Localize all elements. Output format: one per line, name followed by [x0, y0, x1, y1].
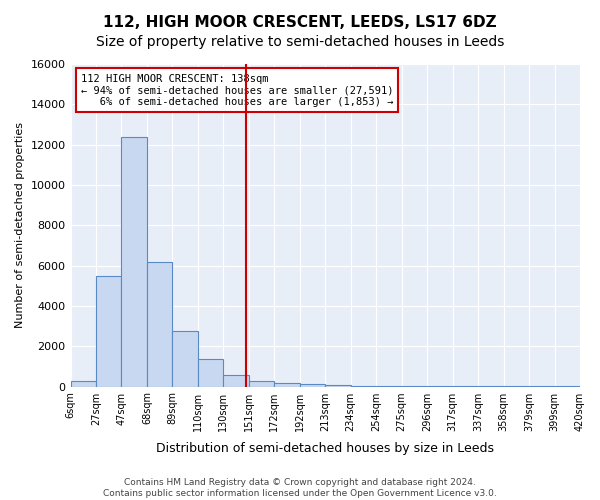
- Y-axis label: Number of semi-detached properties: Number of semi-detached properties: [15, 122, 25, 328]
- Bar: [147, 262, 172, 386]
- Bar: [274, 383, 300, 386]
- Bar: [96, 276, 121, 386]
- Bar: [300, 384, 325, 386]
- Text: Size of property relative to semi-detached houses in Leeds: Size of property relative to semi-detach…: [96, 35, 504, 49]
- Bar: [71, 382, 96, 386]
- Bar: [223, 376, 249, 386]
- Bar: [198, 360, 223, 386]
- Text: Contains HM Land Registry data © Crown copyright and database right 2024.
Contai: Contains HM Land Registry data © Crown c…: [103, 478, 497, 498]
- X-axis label: Distribution of semi-detached houses by size in Leeds: Distribution of semi-detached houses by …: [156, 442, 494, 455]
- Bar: [249, 382, 274, 386]
- Text: 112 HIGH MOOR CRESCENT: 138sqm
← 94% of semi-detached houses are smaller (27,591: 112 HIGH MOOR CRESCENT: 138sqm ← 94% of …: [81, 74, 393, 107]
- Bar: [325, 385, 351, 386]
- Bar: [121, 136, 147, 386]
- Bar: [172, 331, 198, 386]
- Text: 112, HIGH MOOR CRESCENT, LEEDS, LS17 6DZ: 112, HIGH MOOR CRESCENT, LEEDS, LS17 6DZ: [103, 15, 497, 30]
